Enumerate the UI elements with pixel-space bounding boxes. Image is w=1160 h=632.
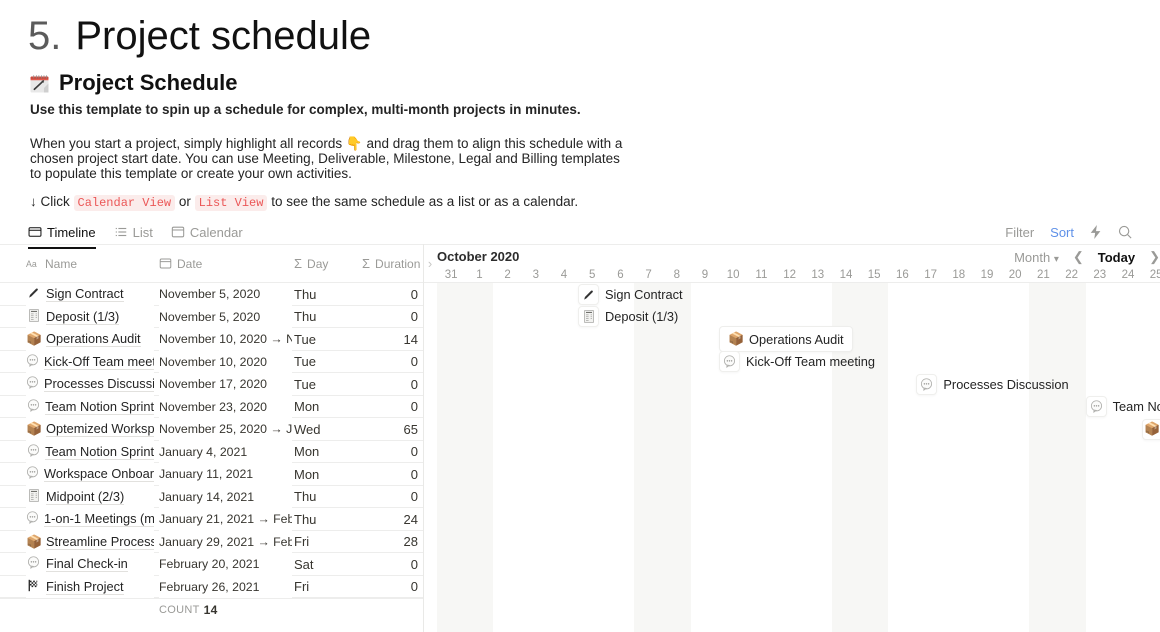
svg-text:Aa: Aa (26, 259, 37, 269)
